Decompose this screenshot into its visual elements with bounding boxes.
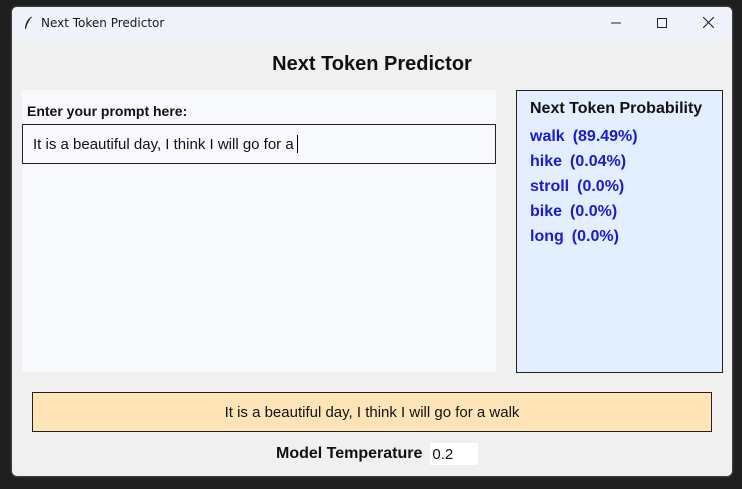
- maximize-icon: [657, 15, 667, 33]
- token-percent: (0.0%): [571, 228, 619, 245]
- probability-panel: Next Token Probability walk (89.49%) hike…: [516, 90, 723, 373]
- probability-item: hike (0.04%): [530, 149, 638, 174]
- token-percent: (0.0%): [577, 178, 625, 195]
- app-window: Next Token Predictor Next Token Predicto…: [11, 6, 733, 477]
- prompt-panel: Enter your prompt here: It is a beautifu…: [22, 90, 496, 372]
- output-text: It is a beautiful day, I think I will go…: [224, 403, 520, 421]
- close-button[interactable]: [685, 7, 731, 40]
- token-percent: (0.04%): [570, 153, 627, 170]
- token-percent: (0.0%): [570, 203, 618, 220]
- prompt-label: Enter your prompt here:: [27, 103, 188, 119]
- token-percent: (89.49%): [572, 128, 638, 145]
- output-display: It is a beautiful day, I think I will go…: [32, 392, 712, 432]
- temperature-row: Model Temperature: [276, 443, 479, 465]
- token-label: stroll: [530, 178, 570, 195]
- probability-item: stroll (0.0%): [530, 174, 638, 199]
- probability-item: bike (0.0%): [530, 199, 638, 224]
- probability-list: walk (89.49%) hike (0.04%) stroll (0.0%) bi…: [530, 124, 638, 249]
- temperature-input[interactable]: [430, 443, 479, 465]
- token-label: bike: [530, 203, 563, 220]
- window-title: Next Token Predictor: [41, 16, 165, 30]
- token-label: hike: [530, 153, 563, 170]
- probability-item: walk (89.49%): [530, 124, 638, 149]
- prompt-text: It is a beautiful day, I think I will go…: [33, 135, 294, 153]
- minimize-button[interactable]: [593, 7, 639, 40]
- token-label: long: [530, 228, 564, 245]
- prompt-input[interactable]: It is a beautiful day, I think I will go…: [22, 124, 496, 164]
- close-icon: [702, 15, 714, 33]
- token-label: walk: [530, 128, 565, 145]
- text-caret: [296, 135, 298, 153]
- probability-title: Next Token Probability: [530, 100, 703, 117]
- title-bar[interactable]: Next Token Predictor: [12, 7, 732, 40]
- minimize-icon: [611, 15, 621, 33]
- temperature-label: Model Temperature: [276, 445, 423, 462]
- probability-item: long (0.0%): [530, 224, 638, 249]
- page-title: Next Token Predictor: [272, 53, 472, 75]
- feather-icon: [22, 15, 36, 31]
- maximize-button[interactable]: [639, 7, 685, 40]
